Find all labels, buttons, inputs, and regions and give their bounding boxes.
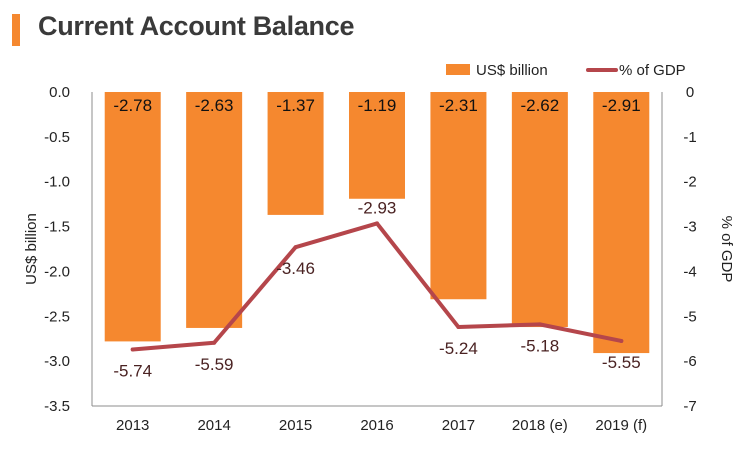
left-tick-label: -2.0 (44, 263, 70, 280)
gdp-value-label: -5.59 (195, 355, 234, 374)
gdp-value-label: -5.55 (602, 353, 641, 372)
right-tick-label: -7 (683, 398, 696, 415)
left-tick-label: -3.5 (44, 398, 70, 415)
x-tick-label: 2014 (197, 417, 230, 434)
bar-2018e (511, 92, 568, 328)
gdp-point-2019f (619, 338, 624, 343)
gdp-point-2018e (537, 322, 542, 327)
bar-value-label: -2.31 (439, 96, 478, 115)
bar-value-label: -1.19 (358, 96, 397, 115)
x-tick-label: 2015 (279, 417, 312, 434)
x-tick-label: 2016 (360, 417, 393, 434)
left-tick-label: 0.0 (49, 84, 70, 101)
left-tick-label: -0.5 (44, 129, 70, 146)
bar-2013 (104, 92, 161, 342)
gdp-point-2015 (293, 245, 298, 250)
bar-value-label: -2.78 (113, 96, 152, 115)
x-tick-label: 2013 (116, 417, 149, 434)
left-tick-label: -1.5 (44, 219, 70, 236)
gdp-point-2016 (375, 221, 379, 226)
legend-line-label: % of GDP (619, 62, 686, 79)
gdp-value-label: -2.93 (358, 198, 397, 217)
bar-2016 (349, 92, 405, 199)
title-accent-bar (12, 14, 20, 46)
bar-value-label: -1.37 (276, 96, 315, 115)
left-tick-label: -2.5 (44, 308, 70, 325)
bar-2019f (593, 92, 650, 354)
right-tick-label: 0 (686, 84, 694, 101)
x-tick-label: 2018 (e) (512, 417, 568, 434)
left-tick-label: -3.0 (44, 353, 70, 370)
gdp-value-label: -5.74 (113, 361, 152, 380)
right-tick-label: -3 (683, 219, 696, 236)
right-tick-label: -4 (683, 263, 696, 280)
gdp-point-2013 (130, 347, 135, 352)
right-tick-label: -5 (683, 308, 696, 325)
left-tick-label: -1.0 (44, 174, 70, 191)
gdp-value-label: -5.24 (439, 339, 478, 358)
right-tick-label: -2 (683, 174, 696, 191)
right-tick-label: -1 (683, 129, 696, 146)
bar-value-label: -2.91 (602, 96, 641, 115)
legend-bar-label: US$ billion (476, 62, 548, 79)
x-tick-label: 2017 (442, 417, 475, 434)
right-tick-label: -6 (683, 353, 696, 370)
bar-2015 (267, 92, 324, 215)
legend-bar-swatch (446, 64, 470, 75)
bar-2014 (186, 92, 243, 328)
right-axis-title: % of GDP (718, 216, 735, 283)
gdp-value-label: -5.18 (520, 336, 559, 355)
bar-2017 (430, 92, 487, 300)
bar-value-label: -2.62 (520, 96, 559, 115)
left-axis-title: US$ billion (23, 213, 40, 285)
gdp-point-2014 (212, 340, 217, 345)
gdp-point-2017 (456, 325, 461, 330)
x-tick-label: 2019 (f) (595, 417, 647, 434)
gdp-value-label: -3.46 (276, 259, 315, 278)
chart-title: Current Account Balance (38, 11, 355, 41)
bar-value-label: -2.63 (195, 96, 234, 115)
